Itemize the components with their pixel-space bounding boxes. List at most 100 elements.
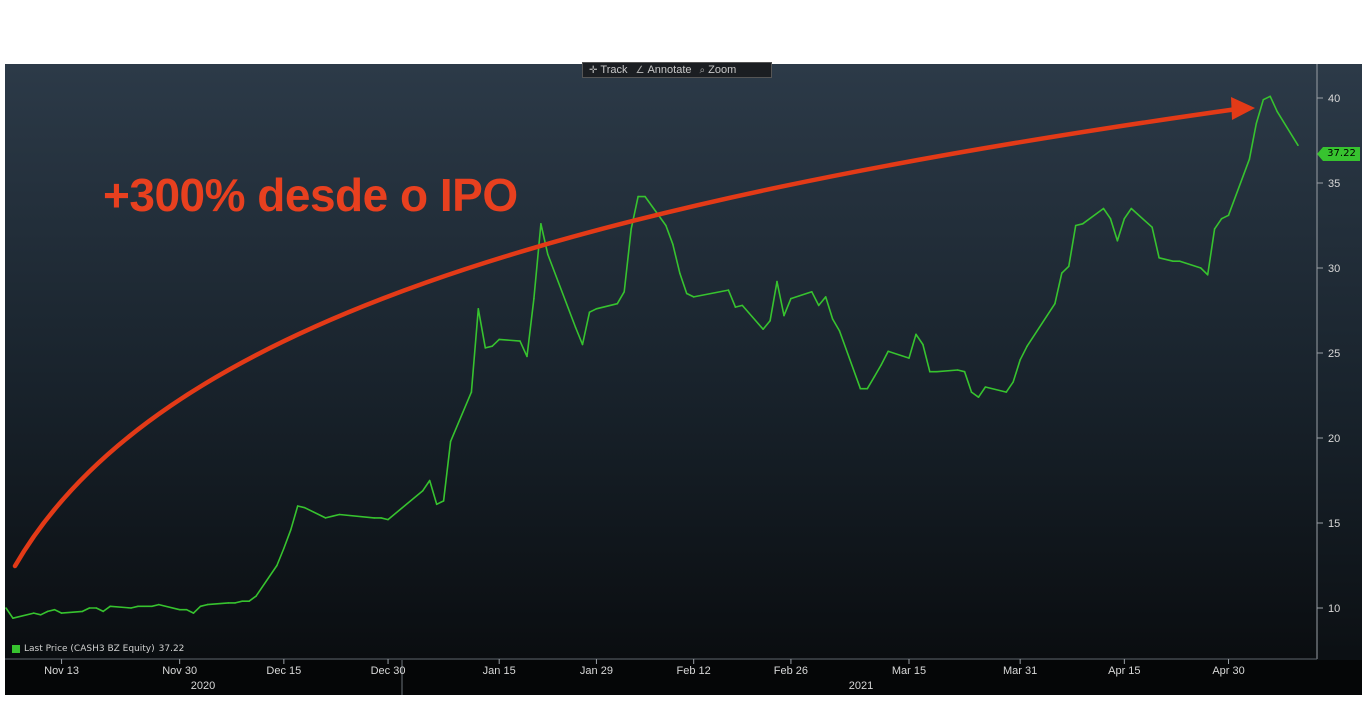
- price-point: [970, 391, 973, 393]
- price-point: [102, 610, 104, 613]
- plot-background: [5, 64, 1317, 659]
- price-point: [46, 610, 49, 613]
- price-point: [831, 318, 834, 320]
- x-tick-label: Mar 15: [892, 665, 926, 677]
- last-price-badge: 37.22: [1317, 147, 1360, 161]
- x-tick-label: Jan 29: [580, 665, 613, 677]
- annotate-button[interactable]: ∠ Annotate: [635, 64, 691, 76]
- price-point: [151, 605, 153, 608]
- price-point: [547, 253, 549, 256]
- y-axis-ticks: 10 15 20 25 30 35 40: [1317, 93, 1340, 615]
- price-point: [783, 314, 785, 317]
- price-point: [338, 513, 341, 516]
- price-point: [824, 296, 827, 298]
- price-point: [498, 338, 501, 341]
- price-point: [192, 612, 195, 614]
- price-point: [769, 319, 771, 322]
- price-point: [929, 370, 931, 373]
- price-point: [1206, 274, 1209, 276]
- price-point: [977, 396, 980, 399]
- price-point: [1158, 257, 1160, 259]
- y-tick-label: 20: [1328, 433, 1340, 445]
- price-point: [276, 564, 278, 567]
- price-point: [963, 370, 966, 373]
- price-point: [144, 605, 146, 608]
- price-point: [484, 347, 487, 349]
- price-point: [380, 517, 382, 519]
- x-tick-label: Dec 15: [266, 665, 301, 677]
- price-point: [1019, 359, 1021, 361]
- price-point: [880, 364, 882, 366]
- price-point: [470, 391, 473, 393]
- price-point: [1081, 223, 1084, 225]
- chart-toolbar: ✛ Track ∠ Annotate ⌕ Zoom: [582, 62, 772, 78]
- price-point: [734, 306, 737, 308]
- price-point: [936, 370, 938, 373]
- year-labels: 2020 2021: [191, 680, 873, 692]
- x-tick-label: Feb 26: [774, 665, 808, 677]
- price-point: [519, 340, 521, 342]
- trend-arrow-head: [1231, 97, 1255, 120]
- price-point: [1151, 226, 1153, 228]
- price-point: [60, 612, 63, 614]
- y-tick-label: 15: [1328, 518, 1340, 530]
- price-point: [442, 500, 445, 502]
- price-point: [1026, 345, 1028, 348]
- track-button[interactable]: ✛ Track: [589, 64, 627, 76]
- price-point: [526, 355, 528, 358]
- price-point: [227, 602, 230, 604]
- price-point: [88, 607, 91, 609]
- price-point: [185, 608, 188, 611]
- price-point: [1012, 381, 1014, 383]
- price-point: [741, 304, 744, 307]
- trend-arrow-curve: [12, 106, 1240, 569]
- price-point: [1179, 260, 1181, 262]
- price-point: [5, 607, 7, 609]
- track-label: Track: [600, 64, 628, 76]
- legend-label: Last Price (CASH3 BZ Equity): [24, 644, 155, 654]
- price-point: [581, 343, 584, 346]
- price-point: [1054, 302, 1056, 305]
- price-point: [248, 600, 250, 602]
- price-point: [623, 291, 625, 293]
- price-point: [422, 489, 424, 492]
- price-point: [1123, 217, 1126, 220]
- price-point: [387, 518, 389, 521]
- price-point: [428, 479, 431, 482]
- price-point: [1255, 122, 1258, 125]
- annotate-label: Annotate: [647, 64, 692, 76]
- price-point: [158, 603, 160, 606]
- price-point: [1262, 98, 1265, 101]
- price-point: [727, 289, 730, 291]
- price-point: [866, 387, 869, 390]
- price-point: [12, 617, 14, 619]
- price-point: [1276, 110, 1278, 113]
- price-point: [130, 607, 132, 609]
- price-point: [449, 440, 452, 443]
- magnifier-icon: ⌕: [699, 64, 706, 76]
- price-point: [1102, 207, 1105, 210]
- price-point: [956, 369, 959, 371]
- price-point: [616, 302, 619, 305]
- price-point: [33, 612, 35, 614]
- price-point: [1269, 95, 1271, 98]
- price-point: [811, 291, 813, 293]
- price-point: [588, 311, 591, 313]
- crosshair-icon: ✛: [589, 64, 598, 76]
- chart-area: 10 15 20 25 30 35 40 Nov 13 Nov 30 Dec 15 Dec 30 J…: [5, 64, 1362, 695]
- x-axis-ticks: Nov 13 Nov 30 Dec 15 Dec 30 Jan 15 Jan 29 Feb …: [44, 659, 1245, 677]
- price-point: [1200, 267, 1202, 269]
- price-point: [1213, 228, 1216, 230]
- price-point: [206, 603, 209, 606]
- price-point: [296, 505, 299, 507]
- price-point: [887, 350, 889, 353]
- price-point: [81, 610, 84, 613]
- price-point: [1005, 391, 1008, 393]
- price-point: [1297, 144, 1299, 147]
- zoom-button[interactable]: ⌕ Zoom: [700, 64, 737, 76]
- y-tick-label: 25: [1328, 348, 1340, 360]
- price-point: [234, 602, 236, 604]
- price-point: [984, 386, 987, 388]
- price-point: [637, 195, 639, 198]
- price-point: [241, 600, 243, 602]
